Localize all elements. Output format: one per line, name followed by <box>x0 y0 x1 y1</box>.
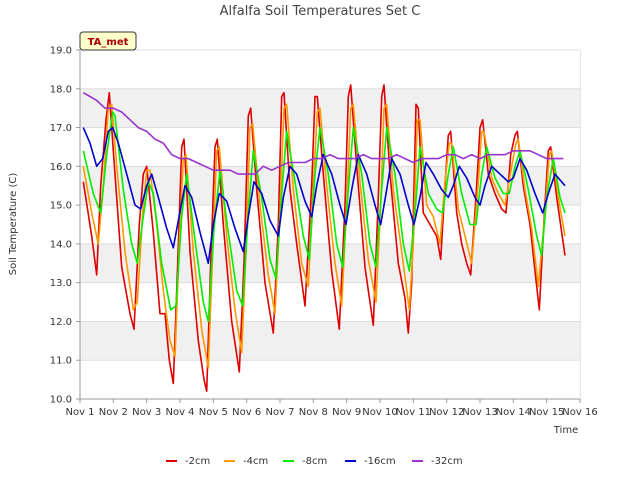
y-axis-label: Soil Temperature (C) <box>8 173 19 276</box>
x-tick-label: Nov 13 <box>462 407 497 418</box>
x-tick-label: Nov 6 <box>232 407 261 418</box>
x-tick-label: Nov 14 <box>496 407 531 418</box>
x-tick-label: Nov 7 <box>265 407 294 418</box>
grid-band <box>80 321 580 361</box>
x-tick-label: Nov 5 <box>199 407 228 418</box>
legend-label: -2cm <box>185 456 210 467</box>
y-tick-label: 14.0 <box>50 239 72 250</box>
grid-band <box>80 127 580 167</box>
legend-label: -8cm <box>302 456 327 467</box>
y-tick-label: 12.0 <box>50 317 72 328</box>
x-tick-label: Nov 9 <box>332 407 361 418</box>
grid-band <box>80 88 580 128</box>
x-axis-label: Time <box>553 425 578 436</box>
x-axis: Nov 1 Nov 2 Nov 3 Nov 4 Nov 5 Nov 6 Nov 7 Nov 8… <box>65 398 598 418</box>
y-tick-label: 19.0 <box>50 46 72 57</box>
y-tick-label: 10.0 <box>50 395 72 406</box>
series-layer <box>82 84 566 393</box>
y-tick-label: 17.0 <box>50 123 72 134</box>
x-tick-label: Nov 4 <box>165 407 194 418</box>
x-tick-label: Nov 2 <box>99 407 128 418</box>
grid-bands <box>80 49 580 400</box>
legend-label: -4cm <box>243 456 268 467</box>
y-tick-label: 18.0 <box>50 84 72 95</box>
x-tick-label: Nov 12 <box>429 407 464 418</box>
x-tick-label: Nov 10 <box>362 407 397 418</box>
x-tick-label: Nov 1 <box>65 407 94 418</box>
x-tick-label: Nov 11 <box>396 407 431 418</box>
station-tag: TA_met <box>79 31 137 51</box>
grid-band <box>80 360 580 399</box>
series-line-32cmcm <box>82 92 564 175</box>
y-tick-label: 13.0 <box>50 278 72 289</box>
y-tick-label: 15.0 <box>50 201 72 212</box>
y-tick-label: 16.0 <box>50 162 72 173</box>
y-axis: 10.0 11.0 12.0 13.0 14.0 15.0 16.0 17.0 18.0 19.0 <box>50 46 81 406</box>
x-tick-label: Nov 16 <box>562 407 597 418</box>
y-tick-label: 11.0 <box>50 356 72 367</box>
station-tag-text: TA_met <box>88 37 129 48</box>
x-tick-label: Nov 3 <box>132 407 161 418</box>
legend-label: -32cm <box>431 456 463 467</box>
legend-label: -16cm <box>364 456 396 467</box>
series-line-16cmcm <box>82 126 566 265</box>
series-line-8cmcm <box>82 111 566 323</box>
station-tag-box <box>79 31 137 51</box>
chart-title: Alfalfa Soil Temperatures Set C <box>220 4 421 19</box>
legend: -2cm -4cm -8cm -16cm -32cm <box>166 456 463 467</box>
grid-band <box>80 50 580 89</box>
x-tick-label: Nov 8 <box>299 407 328 418</box>
x-tick-label: Nov 15 <box>529 407 564 418</box>
grid-band <box>80 282 580 322</box>
